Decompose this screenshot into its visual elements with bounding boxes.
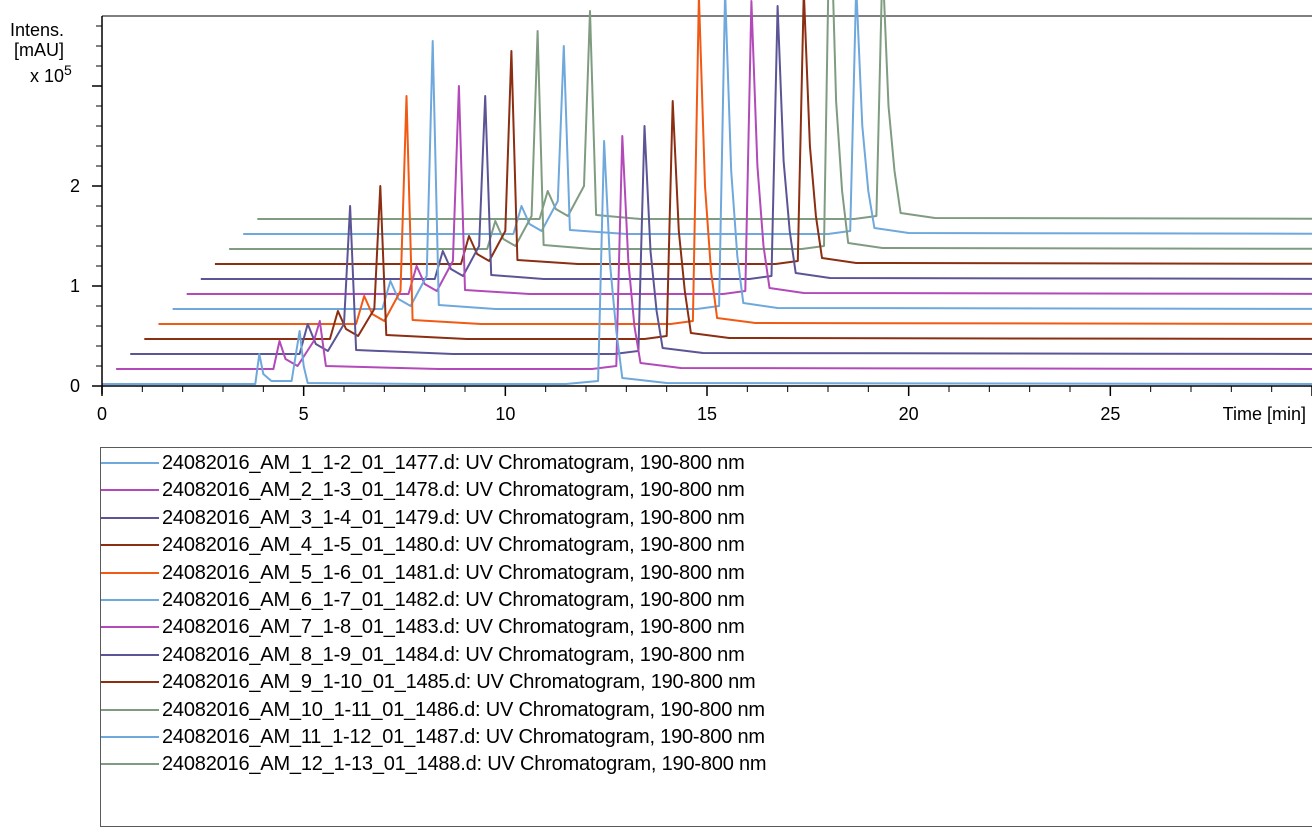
legend-item: 24082016_AM_2_1-3_01_1478.d: UV Chromato… (101, 478, 1001, 502)
legend-swatch (101, 517, 159, 519)
y-axis-scale: x 105 (30, 60, 72, 86)
series-line-2 (116, 136, 1312, 369)
legend-swatch (101, 654, 159, 656)
y-tick-label: 2 (70, 176, 80, 196)
legend-item: 24082016_AM_1_1-2_01_1477.d: UV Chromato… (101, 451, 1001, 475)
legend-item: 24082016_AM_7_1-8_01_1483.d: UV Chromato… (101, 615, 1001, 639)
y-tick-label: 1 (70, 276, 80, 296)
y-tick-label: 0 (70, 376, 80, 396)
legend-swatch (101, 709, 159, 711)
legend-swatch (101, 763, 159, 765)
legend-item: 24082016_AM_10_1-11_01_1486.d: UV Chroma… (101, 698, 1001, 722)
legend-swatch (101, 544, 159, 546)
legend-label: 24082016_AM_4_1-5_01_1480.d: UV Chromato… (162, 533, 745, 557)
legend-label: 24082016_AM_5_1-6_01_1481.d: UV Chromato… (162, 561, 745, 585)
legend-swatch (101, 462, 159, 464)
chromatogram-plot: 0 5 10 15 20 25 Time [min] 0 1 2 (0, 0, 1312, 450)
x-tick-label: 15 (697, 404, 717, 424)
x-tick-label: 25 (1100, 404, 1120, 424)
legend-item: 24082016_AM_9_1-10_01_1485.d: UV Chromat… (101, 670, 1001, 694)
legend-swatch (101, 599, 159, 601)
y-axis-label: Intens. [mAU] x 105 (10, 20, 72, 86)
legend-label: 24082016_AM_10_1-11_01_1486.d: UV Chroma… (162, 698, 765, 722)
x-axis-label: Time [min] (1223, 404, 1306, 424)
legend-label: 24082016_AM_9_1-10_01_1485.d: UV Chromat… (162, 670, 755, 694)
legend-label: 24082016_AM_3_1-4_01_1479.d: UV Chromato… (162, 506, 745, 530)
legend-label: 24082016_AM_8_1-9_01_1484.d: UV Chromato… (162, 643, 745, 667)
x-tick-label: 0 (97, 404, 107, 424)
series-line-7 (187, 1, 1312, 294)
series-lines (102, 0, 1312, 384)
legend-item: 24082016_AM_4_1-5_01_1480.d: UV Chromato… (101, 533, 1001, 557)
legend-label: 24082016_AM_2_1-3_01_1478.d: UV Chromato… (162, 478, 745, 502)
legend-item: 24082016_AM_11_1-12_01_1487.d: UV Chroma… (101, 725, 1001, 749)
y-axis-label-line-2: [mAU] (14, 40, 72, 60)
legend: 24082016_AM_1_1-2_01_1477.d: UV Chromato… (100, 447, 1312, 827)
series-line-5 (159, 0, 1312, 324)
legend-swatch (101, 736, 159, 738)
series-line-12 (257, 0, 1312, 219)
legend-item: 24082016_AM_3_1-4_01_1479.d: UV Chromato… (101, 506, 1001, 530)
legend-item: 24082016_AM_6_1-7_01_1482.d: UV Chromato… (101, 588, 1001, 612)
legend-swatch (101, 489, 159, 491)
series-line-9 (215, 0, 1312, 264)
legend-label: 24082016_AM_11_1-12_01_1487.d: UV Chroma… (162, 725, 765, 749)
legend-label: 24082016_AM_12_1-13_01_1488.d: UV Chroma… (162, 752, 766, 776)
legend-item: 24082016_AM_8_1-9_01_1484.d: UV Chromato… (101, 643, 1001, 667)
x-tick-label: 5 (299, 404, 309, 424)
legend-label: 24082016_AM_7_1-8_01_1483.d: UV Chromato… (162, 615, 745, 639)
legend-swatch (101, 626, 159, 628)
x-tick-label: 10 (495, 404, 515, 424)
y-axis-label-line-1: Intens. (10, 20, 72, 40)
legend-label: 24082016_AM_1_1-2_01_1477.d: UV Chromato… (162, 451, 745, 475)
legend-item: 24082016_AM_5_1-6_01_1481.d: UV Chromato… (101, 561, 1001, 585)
y-axis-scale-prefix: x 10 (30, 66, 64, 86)
x-tick-label: 20 (899, 404, 919, 424)
legend-swatch (101, 681, 159, 683)
legend-swatch (101, 572, 159, 574)
legend-label: 24082016_AM_6_1-7_01_1482.d: UV Chromato… (162, 588, 745, 612)
y-axis-scale-exponent: 5 (64, 62, 72, 78)
series-line-10 (229, 0, 1312, 249)
legend-item: 24082016_AM_12_1-13_01_1488.d: UV Chroma… (101, 752, 1001, 776)
